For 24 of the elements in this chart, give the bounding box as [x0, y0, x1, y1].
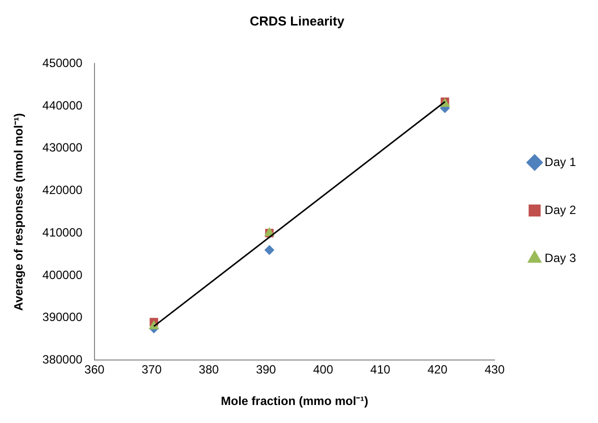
- y-tick-label: 400000: [42, 268, 83, 282]
- y-axis-title: Average of responses (nmol mol⁻¹): [12, 113, 26, 311]
- y-tick-label: 420000: [42, 183, 83, 198]
- point: [148, 320, 160, 330]
- x-axis-title: Mole fraction (mmo mol⁻¹): [220, 394, 368, 408]
- x-tick-label: 430: [484, 362, 505, 377]
- legend-label: Day 3: [544, 250, 576, 265]
- y-tick-label: 410000: [42, 225, 83, 240]
- x-tick-label: 410: [370, 362, 391, 377]
- point: [264, 245, 274, 256]
- legend-label: Day 1: [544, 154, 576, 169]
- y-tick-label: 380000: [42, 352, 83, 367]
- x-tick-label: 390: [256, 362, 276, 377]
- legend-label: Day 2: [544, 202, 576, 217]
- x-tick-label: 360: [84, 362, 105, 377]
- y-tick-label: 440000: [42, 98, 83, 112]
- x-tick-label: 400: [313, 362, 334, 377]
- x-tick-label: 420: [427, 362, 448, 377]
- y-tick-label: 430000: [42, 140, 83, 155]
- x-tick-label: 370: [142, 362, 162, 377]
- y-tick-label: 450000: [42, 56, 83, 70]
- x-tick-label: 380: [198, 362, 220, 377]
- chart-title: CRDS Linearity: [250, 13, 346, 28]
- y-tick-label: 390000: [42, 310, 83, 324]
